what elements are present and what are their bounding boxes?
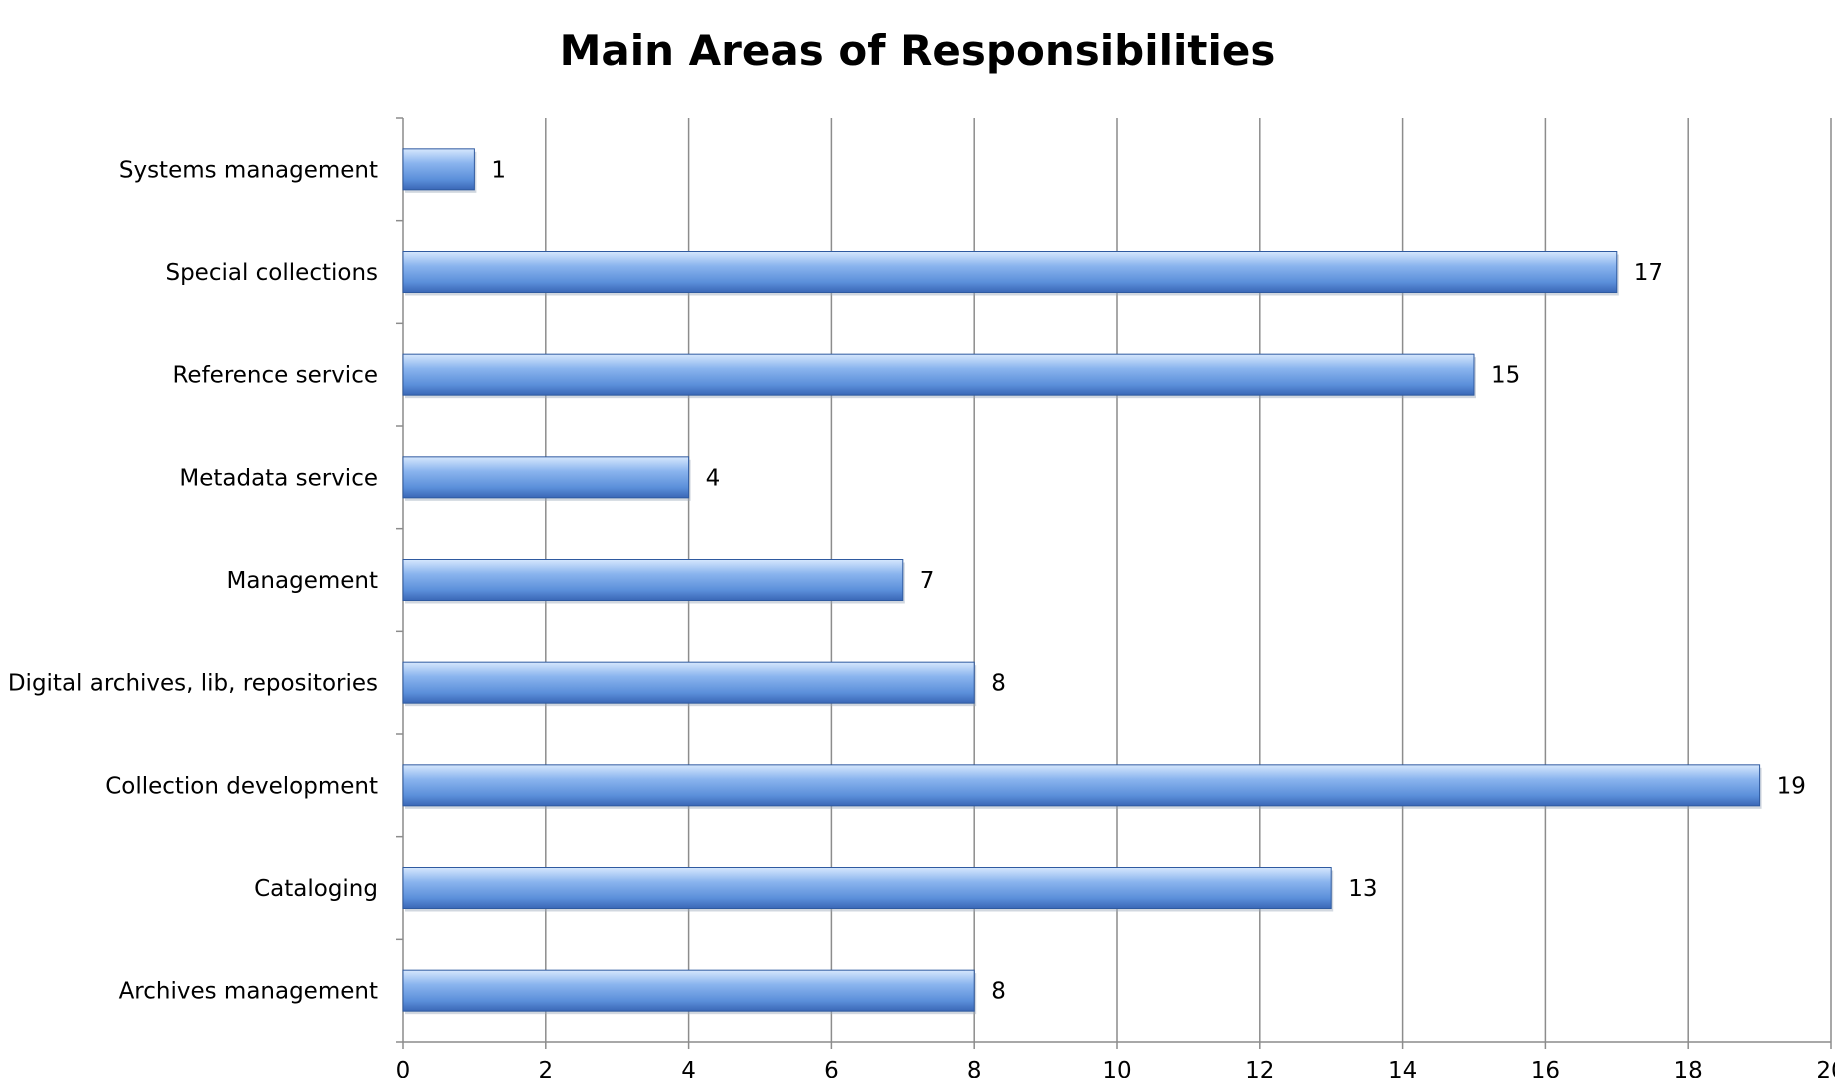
x-tick-label: 14 <box>1388 1058 1417 1078</box>
x-tick-label: 6 <box>824 1058 839 1078</box>
x-tick-label: 8 <box>967 1058 982 1078</box>
category-label: Management <box>226 568 378 594</box>
data-label: 13 <box>1348 876 1377 902</box>
category-label: Special collections <box>165 260 378 286</box>
x-tick-label: 4 <box>681 1058 696 1078</box>
bar-metadata-service <box>402 456 690 499</box>
category-label: Reference service <box>172 363 378 389</box>
category-label: Archives management <box>119 979 378 1005</box>
category-label: Digital archives, lib, repositories <box>8 671 378 697</box>
x-tick-label: 18 <box>1674 1058 1703 1078</box>
bar-management <box>402 559 904 601</box>
data-label: 19 <box>1777 773 1806 799</box>
x-tick-label: 0 <box>396 1058 411 1078</box>
x-tick-label: 20 <box>1816 1058 1835 1078</box>
bar-digital-archives-lib-repositories <box>402 661 975 704</box>
x-tick-label: 10 <box>1102 1058 1131 1078</box>
labels: 02468101214161820Archives management8Cat… <box>8 157 1835 1078</box>
bar-archives-management <box>402 969 975 1012</box>
data-label: 1 <box>491 157 506 183</box>
category-label: Cataloging <box>254 876 378 902</box>
bar-collection-development <box>402 764 1761 807</box>
data-label: 17 <box>1634 260 1663 286</box>
category-label: Systems management <box>119 157 378 183</box>
data-label: 7 <box>920 568 935 594</box>
data-label: 4 <box>706 465 721 491</box>
bar-systems-management <box>402 148 475 191</box>
data-label: 15 <box>1491 363 1520 389</box>
data-label: 8 <box>991 671 1006 697</box>
x-tick-label: 16 <box>1531 1058 1560 1078</box>
x-tick-label: 12 <box>1245 1058 1274 1078</box>
bar-reference-service <box>402 353 1475 396</box>
bar-cataloging <box>402 867 1332 909</box>
x-tick-label: 2 <box>538 1058 553 1078</box>
category-label: Collection development <box>105 773 378 799</box>
bar-special-collections <box>402 251 1618 293</box>
data-label: 8 <box>991 979 1006 1005</box>
category-label: Metadata service <box>179 465 378 491</box>
chart-title: Main Areas of Responsibilities <box>559 26 1276 75</box>
bars <box>402 148 1762 1015</box>
